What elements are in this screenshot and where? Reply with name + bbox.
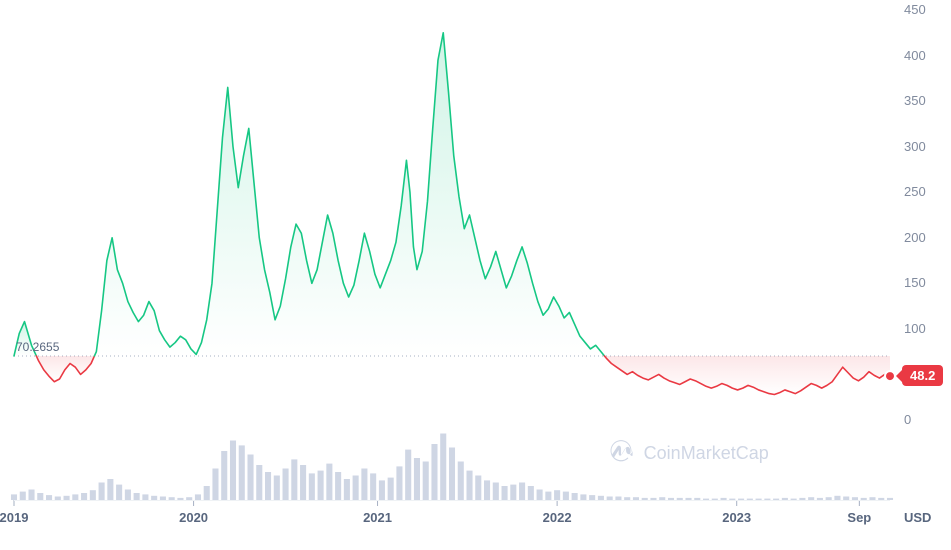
start-price-label: 70.2655 — [16, 340, 59, 354]
x-tick-label: 2021 — [363, 510, 392, 525]
x-tick-label: Sep — [847, 510, 871, 525]
y-tick-label: 300 — [904, 139, 926, 154]
y-tick-label: 100 — [904, 321, 926, 336]
coinmarketcap-watermark: CoinMarketCap — [610, 440, 769, 466]
currency-label: USD — [904, 510, 931, 525]
current-price-tag: 48.2 — [902, 365, 943, 386]
y-tick-label: 0 — [904, 412, 911, 427]
y-tick-label: 250 — [904, 184, 926, 199]
coinmarketcap-icon — [610, 440, 636, 466]
x-tick-label: 2020 — [179, 510, 208, 525]
x-tick-label: 2023 — [722, 510, 751, 525]
y-tick-label: 200 — [904, 230, 926, 245]
y-tick-label: 150 — [904, 275, 926, 290]
watermark-text: CoinMarketCap — [644, 443, 769, 464]
x-tick-label: 2022 — [543, 510, 572, 525]
y-tick-label: 400 — [904, 48, 926, 63]
price-chart[interactable] — [0, 0, 951, 550]
y-tick-label: 450 — [904, 2, 926, 17]
y-tick-label: 350 — [904, 93, 926, 108]
x-tick-label: 2019 — [0, 510, 28, 525]
